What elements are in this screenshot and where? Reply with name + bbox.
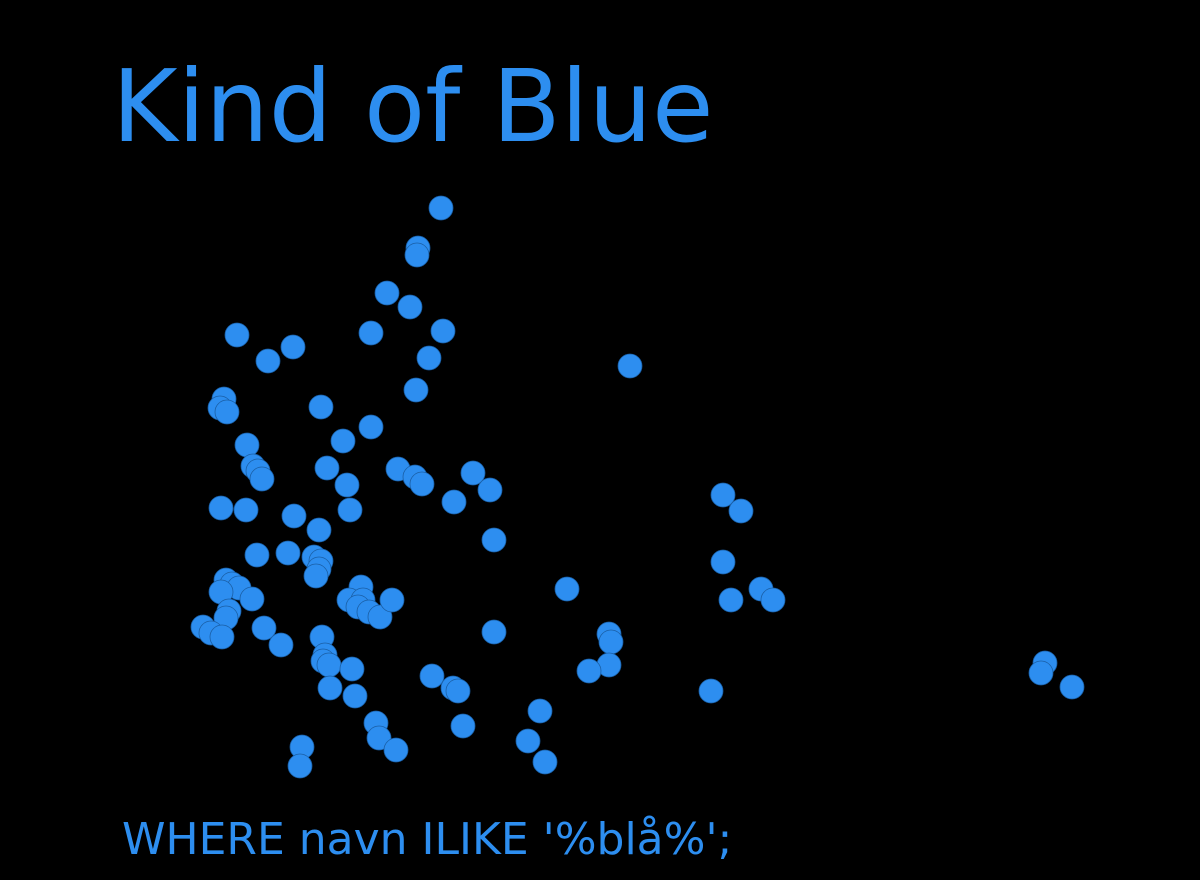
scatter-point [239, 586, 265, 612]
scatter-point [481, 527, 507, 553]
scatter-point [428, 195, 454, 221]
scatter-point [416, 345, 442, 371]
scatter-point [430, 318, 456, 344]
scatter-point [367, 604, 393, 630]
scatter-point [515, 728, 541, 754]
scatter-point [710, 549, 736, 575]
scatter-point [374, 280, 400, 306]
scatter-point [598, 629, 624, 655]
scatter-point [404, 242, 430, 268]
scatter-point [710, 482, 736, 508]
scatter-point [281, 503, 307, 529]
scatter-point [366, 725, 392, 751]
scatter-point [409, 471, 435, 497]
scatter-point [268, 632, 294, 658]
scatter-point [208, 495, 234, 521]
scatter-point [532, 749, 558, 775]
scatter-point [397, 294, 423, 320]
scatter-point [224, 322, 250, 348]
scatter-point [255, 348, 281, 374]
scatter-point [303, 563, 329, 589]
chart-title: Kind of Blue [112, 48, 714, 165]
scatter-point [316, 652, 342, 678]
scatter-point [209, 624, 235, 650]
scatter-point [419, 663, 445, 689]
scatter-point [527, 698, 553, 724]
scatter-point [441, 489, 467, 515]
scatter-point [337, 497, 363, 523]
scatter-point [728, 498, 754, 524]
scatter-point [308, 394, 334, 420]
scatter-point [275, 540, 301, 566]
scatter-point [460, 460, 486, 486]
scatter-point [330, 428, 356, 454]
scatter-point [334, 472, 360, 498]
scatter-point [450, 713, 476, 739]
scatter-point [287, 753, 313, 779]
scatter-point [445, 678, 471, 704]
scatter-point [317, 675, 343, 701]
scatter-point [481, 619, 507, 645]
scatter-point [306, 517, 332, 543]
scatter-point [251, 615, 277, 641]
scatter-point [698, 678, 724, 704]
sql-caption: WHERE navn ILIKE '%blå%'; [122, 814, 733, 865]
scatter-point [244, 542, 270, 568]
scatter-point [760, 587, 786, 613]
scatter-point [1059, 674, 1085, 700]
scatter-point [249, 466, 275, 492]
scatter-point [477, 477, 503, 503]
scatter-point [576, 658, 602, 684]
scatter-point [358, 414, 384, 440]
scatter-point [314, 455, 340, 481]
scatter-point [339, 656, 365, 682]
points-layer [190, 195, 1085, 779]
scatter-point [214, 399, 240, 425]
scatter-point [342, 683, 368, 709]
scatter-point [233, 497, 259, 523]
scatter-point [554, 576, 580, 602]
scatter-point [280, 334, 306, 360]
scatter-point [358, 320, 384, 346]
scatter-point [383, 737, 409, 763]
scatter-point [234, 432, 260, 458]
scatter-point [718, 587, 744, 613]
scatter-point [379, 587, 405, 613]
scatter-point [617, 353, 643, 379]
scatter-point [1028, 660, 1054, 686]
scatter-point [403, 377, 429, 403]
